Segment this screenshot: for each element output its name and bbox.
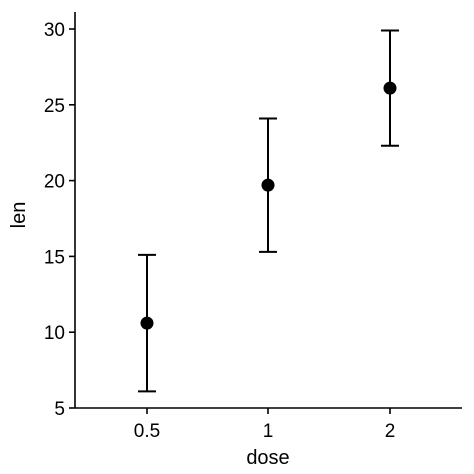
- y-ticks: 5 10 15 20 25 30: [44, 20, 75, 420]
- x-axis-title: dose: [246, 447, 289, 469]
- data-point: [261, 178, 275, 192]
- x-tick-label: 1: [263, 421, 274, 442]
- y-tick-label: 10: [44, 323, 65, 344]
- x-axis: 0.5 1 2: [75, 407, 462, 442]
- y-tick-label: 30: [44, 20, 65, 41]
- x-tick-label: 0.5: [134, 421, 160, 442]
- data-point: [140, 316, 154, 330]
- y-axis: 5 10 15 20 25 30: [44, 12, 76, 420]
- x-ticks: 0.5 1 2: [134, 408, 396, 442]
- y-tick-label: 20: [44, 172, 65, 193]
- x-tick-label: 2: [385, 421, 396, 442]
- errorbar-group: [259, 117, 277, 253]
- y-tick-label: 25: [44, 96, 65, 117]
- y-axis-title: len: [8, 202, 30, 229]
- data-point: [383, 81, 397, 95]
- y-tick-label: 5: [54, 399, 65, 420]
- errorbar-group: [381, 29, 399, 147]
- errorbar-group: [138, 253, 156, 393]
- plot-area: [138, 29, 399, 393]
- y-tick-label: 15: [44, 247, 65, 268]
